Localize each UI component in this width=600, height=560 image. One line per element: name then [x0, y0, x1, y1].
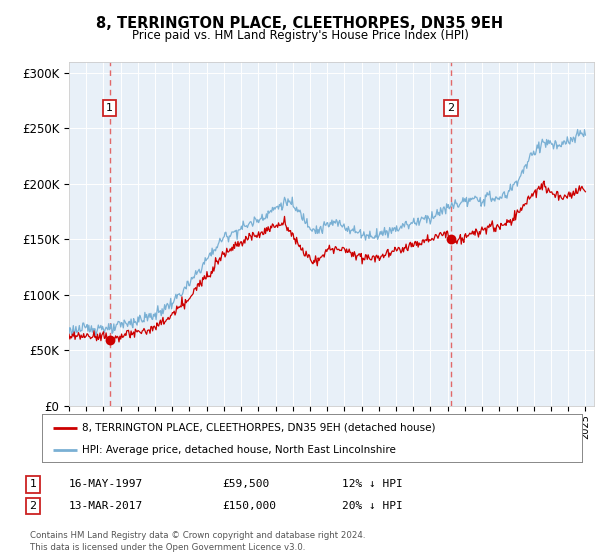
Text: 20% ↓ HPI: 20% ↓ HPI	[342, 501, 403, 511]
Text: 2: 2	[448, 103, 455, 113]
Text: £150,000: £150,000	[222, 501, 276, 511]
Text: 1: 1	[29, 479, 37, 489]
Text: 1: 1	[106, 103, 113, 113]
Text: HPI: Average price, detached house, North East Lincolnshire: HPI: Average price, detached house, Nort…	[83, 445, 397, 455]
Text: 8, TERRINGTON PLACE, CLEETHORPES, DN35 9EH (detached house): 8, TERRINGTON PLACE, CLEETHORPES, DN35 9…	[83, 423, 436, 433]
Text: 2: 2	[29, 501, 37, 511]
Text: Contains HM Land Registry data © Crown copyright and database right 2024.
This d: Contains HM Land Registry data © Crown c…	[30, 531, 365, 552]
Text: Price paid vs. HM Land Registry's House Price Index (HPI): Price paid vs. HM Land Registry's House …	[131, 29, 469, 42]
Point	[446, 235, 456, 244]
Text: 16-MAY-1997: 16-MAY-1997	[69, 479, 143, 489]
Point	[105, 335, 115, 344]
Text: £59,500: £59,500	[222, 479, 269, 489]
Text: 13-MAR-2017: 13-MAR-2017	[69, 501, 143, 511]
Text: 8, TERRINGTON PLACE, CLEETHORPES, DN35 9EH: 8, TERRINGTON PLACE, CLEETHORPES, DN35 9…	[97, 16, 503, 31]
Text: 12% ↓ HPI: 12% ↓ HPI	[342, 479, 403, 489]
